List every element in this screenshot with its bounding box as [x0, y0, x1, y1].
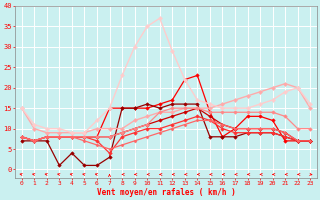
X-axis label: Vent moyen/en rafales ( km/h ): Vent moyen/en rafales ( km/h ) — [97, 188, 236, 197]
